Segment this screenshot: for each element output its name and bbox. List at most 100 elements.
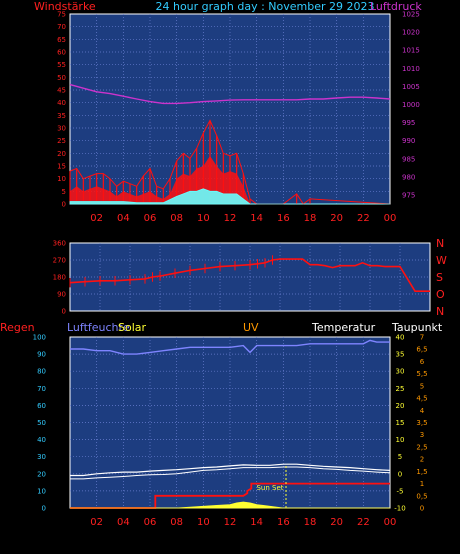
- hour-tick-label: 16: [277, 517, 290, 528]
- regen-label: Regen: [0, 321, 35, 334]
- wind-tick-label: 10: [57, 175, 66, 183]
- wind-x-ticks: 02 04 06 08 10 12 14 16 18 20 22 00: [90, 213, 396, 224]
- humidity-tick-label: 30: [37, 453, 46, 461]
- temperature-tick-label: 10: [396, 436, 405, 444]
- temperature-y-ticks: -10 -5 0 5 10 15 20 25 30 35 40: [394, 334, 405, 513]
- direction-tick-label: 360: [53, 240, 66, 248]
- temperatur-label: Temperatur: [311, 321, 376, 334]
- direction-panel-series: [69, 255, 430, 293]
- wind-tick-label: 75: [57, 11, 66, 19]
- pressure-tick-label: 995: [402, 119, 415, 127]
- hour-tick-label: 20: [330, 517, 343, 528]
- pressure-tick-label: 990: [402, 137, 415, 145]
- pressure-y-ticks: 975 980 985 990 995 1000 1005 1010 1015 1020 1025: [402, 11, 420, 200]
- pressure-tick-label: 1005: [402, 83, 420, 91]
- hour-tick-label: 00: [384, 213, 397, 224]
- hour-tick-label: 04: [117, 517, 130, 528]
- hour-tick-label: 02: [90, 213, 103, 224]
- humidity-tick-label: 60: [37, 402, 46, 410]
- rain-tick-label: 3,5: [416, 419, 427, 427]
- rain-tick-label: 0,5: [416, 492, 427, 500]
- temperature-tick-label: 35: [396, 351, 405, 359]
- hour-tick-label: 02: [90, 517, 103, 528]
- hour-tick-label: 10: [197, 213, 210, 224]
- rain-tick-label: 4: [420, 407, 425, 415]
- pressure-tick-label: 1000: [402, 101, 420, 109]
- hour-tick-label: 16: [277, 213, 290, 224]
- wind-tick-label: 30: [57, 125, 66, 133]
- rain-tick-label: 6,5: [416, 346, 427, 354]
- gust-line: [69, 119, 391, 205]
- rain-tick-label: 5,5: [416, 370, 427, 378]
- temperature-tick-label: 5: [398, 453, 402, 461]
- sunset-label: Sun Set: [256, 484, 283, 492]
- hour-tick-label: 04: [117, 213, 130, 224]
- temperature-tick-label: 25: [396, 385, 405, 393]
- rain-tick-label: 1,5: [416, 468, 427, 476]
- hour-tick-label: 10: [197, 517, 210, 528]
- rain-tick-label: 2,5: [416, 443, 427, 451]
- direction-tick-label: 90: [57, 291, 66, 299]
- hour-tick-label: 12: [224, 213, 237, 224]
- hour-tick-label: 00: [384, 517, 397, 528]
- wind-tick-label: 65: [57, 36, 66, 44]
- taupunkt-label: Taupunkt: [391, 321, 443, 334]
- wind-tick-label: 60: [57, 49, 66, 57]
- hour-tick-label: 14: [250, 517, 263, 528]
- hour-tick-label: 08: [170, 517, 183, 528]
- wind-tick-label: 5: [62, 188, 66, 196]
- rain-tick-label: 0: [420, 505, 424, 513]
- humidity-tick-label: 10: [37, 487, 46, 495]
- wind-average-area: [69, 188, 390, 205]
- temperature-line: [70, 463, 391, 477]
- pressure-tick-label: 1020: [402, 29, 420, 37]
- hour-tick-label: 22: [357, 213, 370, 224]
- wind-tick-label: 20: [57, 150, 66, 158]
- hour-tick-label: 08: [170, 213, 183, 224]
- direction-tick-label: 180: [53, 274, 66, 282]
- rain-tick-label: 1: [420, 480, 424, 488]
- windstaerke-label: Windstärke: [34, 0, 96, 13]
- temperature-tick-label: 0: [398, 470, 402, 478]
- wind-tick-label: 40: [57, 99, 66, 107]
- temperature-tick-label: 20: [396, 402, 405, 410]
- temperature-tick-label: -10: [394, 505, 405, 513]
- hour-tick-label: 20: [330, 213, 343, 224]
- wind-tick-label: 70: [57, 23, 66, 31]
- humidity-tick-label: 80: [37, 368, 46, 376]
- hour-tick-label: 14: [250, 213, 263, 224]
- hour-tick-label: 06: [144, 213, 157, 224]
- direction-letter: W: [436, 254, 447, 267]
- wind-tick-label: 15: [57, 163, 66, 171]
- solar-area: [70, 501, 390, 509]
- climate-panel-series: Sun Set: [70, 339, 391, 509]
- humidity-tick-label: 0: [42, 505, 46, 513]
- direction-letter: S: [436, 271, 443, 284]
- rain-tick-label: 2: [420, 456, 424, 464]
- humidity-tick-label: 50: [37, 419, 46, 427]
- rain-tick-label: 4,5: [416, 395, 427, 403]
- direction-letter: N: [436, 305, 444, 318]
- luftdruck-label: Luftdruck: [370, 0, 422, 13]
- rain-tick-label: 6: [420, 358, 425, 366]
- rain-tick-label: 3: [420, 431, 424, 439]
- rain-tick-label: 7: [420, 334, 424, 342]
- temperature-tick-label: 40: [396, 334, 405, 342]
- direction-letter: N: [436, 237, 444, 250]
- direction-letter: O: [436, 288, 445, 301]
- pressure-line: [69, 83, 391, 105]
- wind-y-ticks: 0 5 10 15 20 25 30 35 40 45 50 55 60 65 70 75: [57, 11, 66, 209]
- wind-tick-label: 55: [57, 61, 66, 69]
- wind-tick-label: 0: [62, 201, 66, 209]
- humidity-tick-label: 100: [33, 334, 46, 342]
- temperature-tick-label: 30: [396, 368, 405, 376]
- direction-tick-label: 270: [53, 257, 66, 265]
- temperature-tick-label: -5: [397, 487, 404, 495]
- hour-tick-label: 06: [144, 517, 157, 528]
- wind-tick-label: 50: [57, 74, 66, 82]
